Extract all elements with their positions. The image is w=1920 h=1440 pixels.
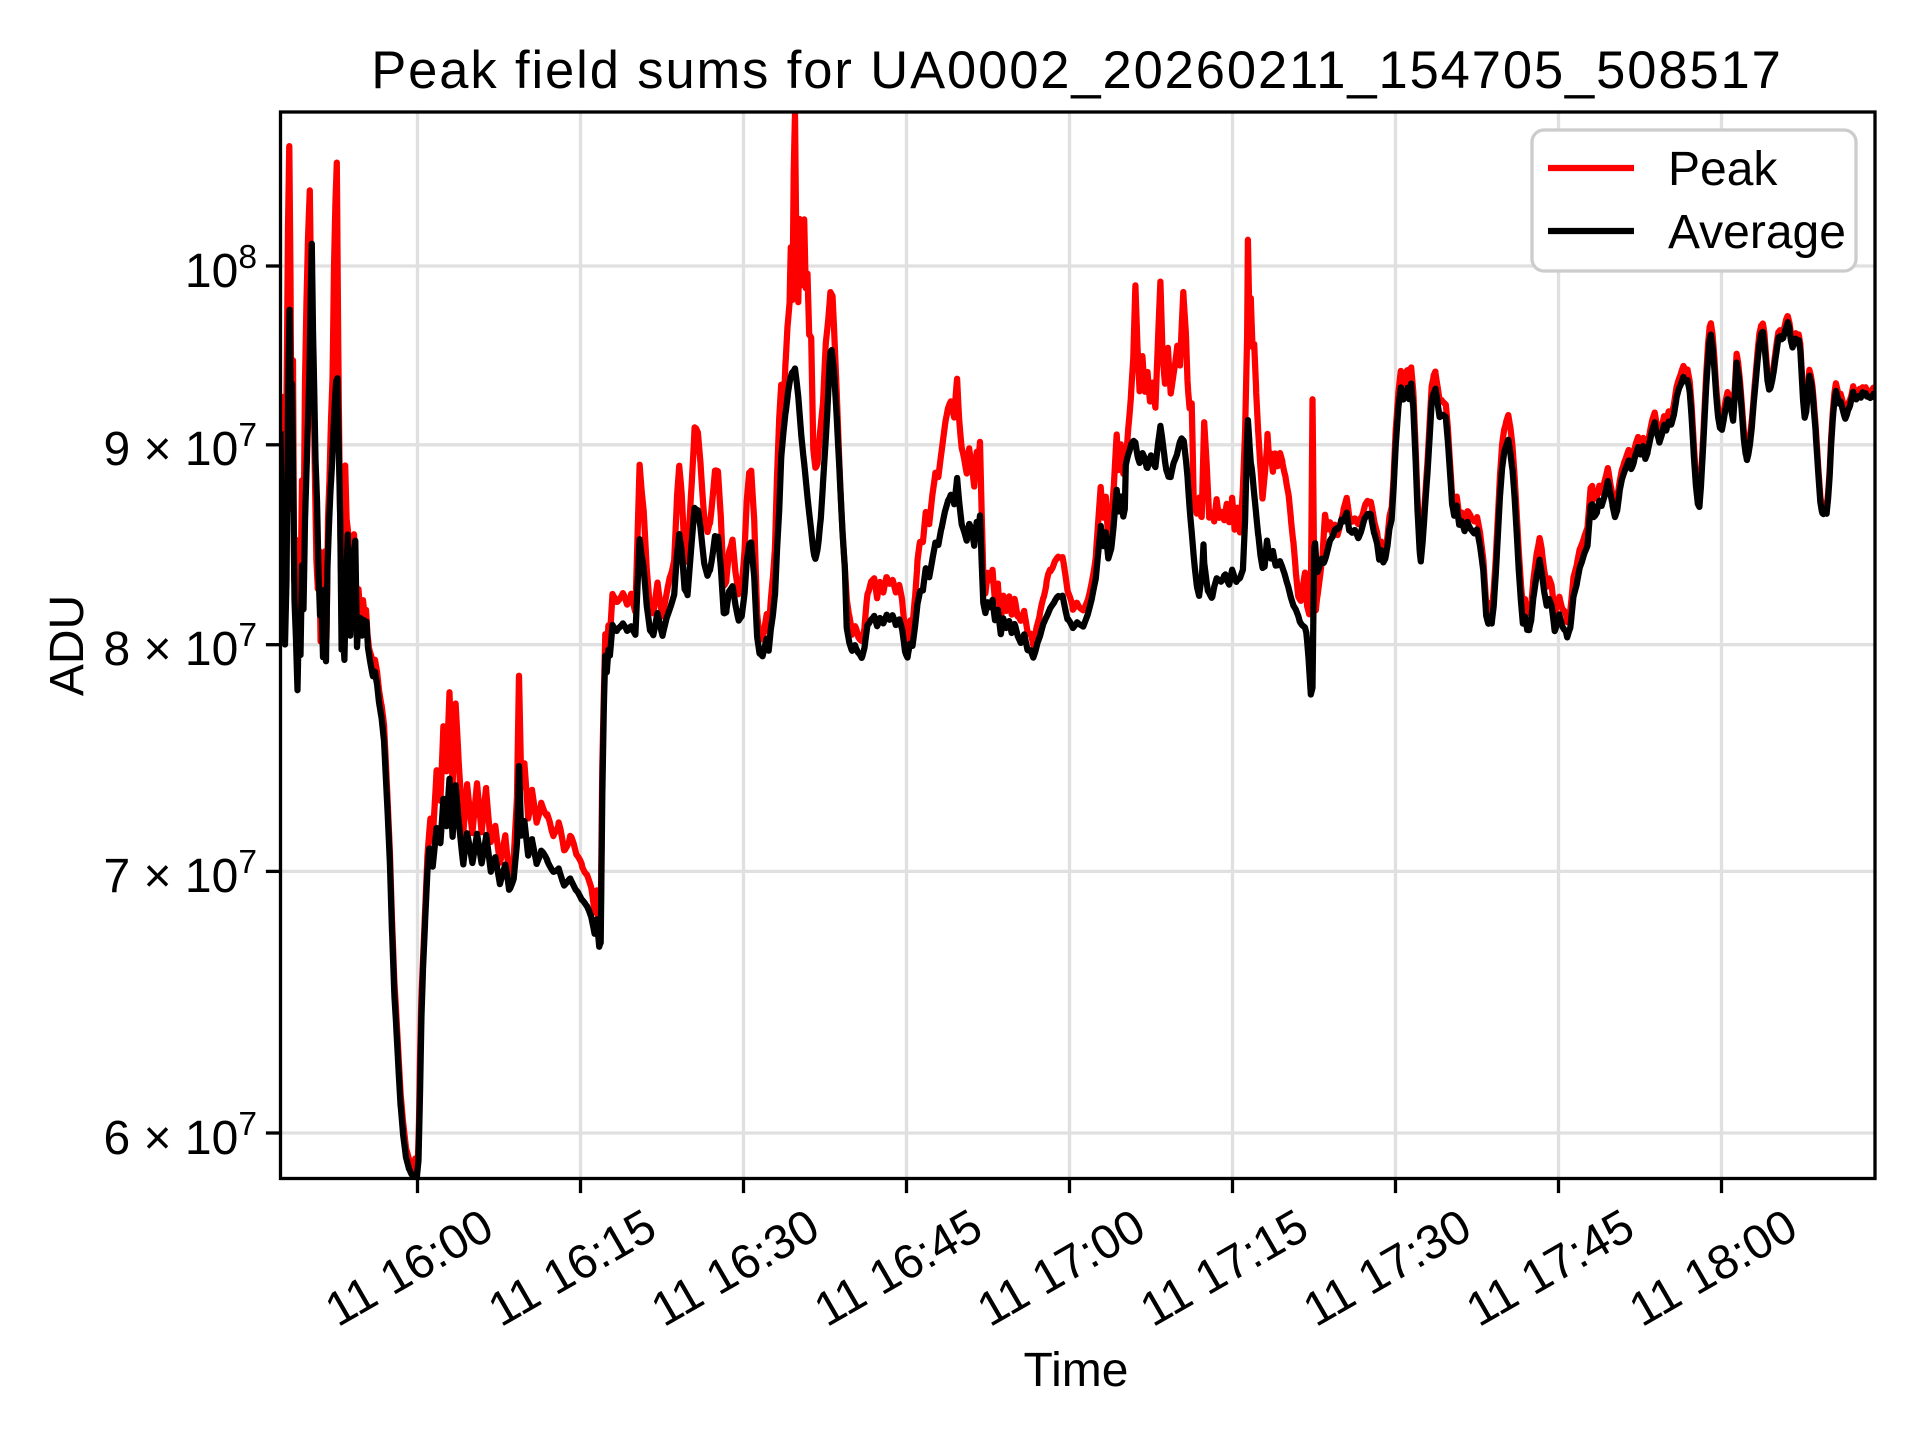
svg-text:8 × 107: 8 × 107 xyxy=(104,617,257,676)
svg-text:6 × 107: 6 × 107 xyxy=(104,1106,257,1165)
svg-text:108: 108 xyxy=(185,239,257,298)
svg-text:Time: Time xyxy=(1024,1344,1129,1397)
svg-text:7 × 107: 7 × 107 xyxy=(104,844,257,903)
svg-text:Average: Average xyxy=(1668,206,1846,259)
svg-text:9 × 107: 9 × 107 xyxy=(104,417,257,476)
svg-text:Peak field sums for UA0002_202: Peak field sums for UA0002_20260211_1547… xyxy=(371,41,1783,100)
svg-text:Peak: Peak xyxy=(1668,143,1778,196)
svg-text:ADU: ADU xyxy=(41,595,94,696)
